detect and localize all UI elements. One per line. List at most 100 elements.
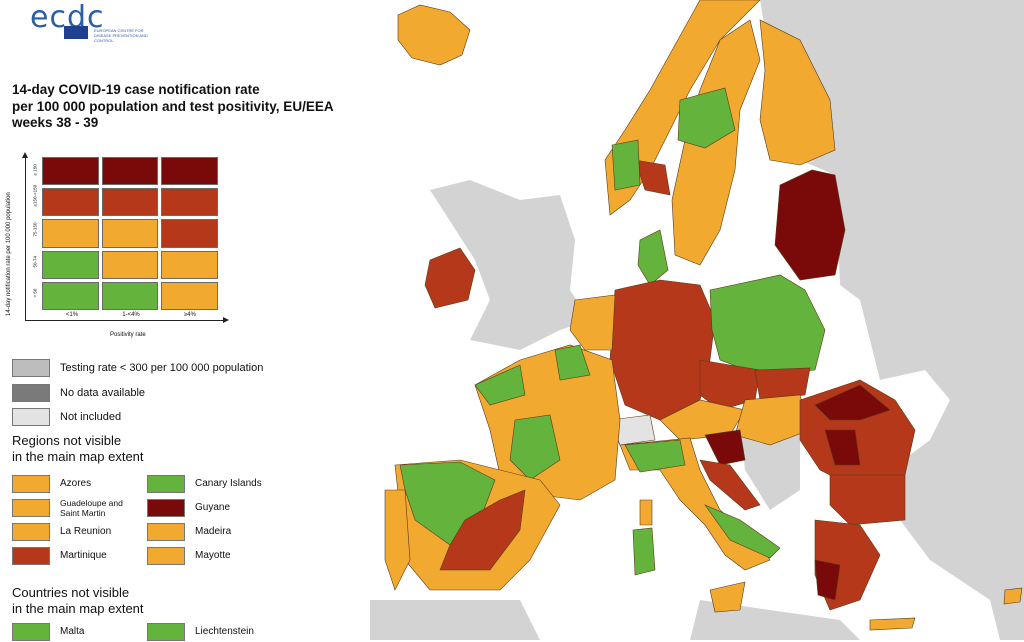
matrix-x-axis-label: Positivity rate — [110, 332, 146, 338]
region-bulgaria — [829, 474, 906, 526]
region-swatch — [12, 523, 50, 541]
region-italy-south — [704, 504, 781, 559]
region-greece-south — [814, 559, 841, 601]
countries-heading-line-2: in the main map extent — [12, 601, 144, 616]
matrix-y-axis-label: 14-day notification rate per 100 000 pop… — [6, 192, 12, 316]
region-poland — [709, 274, 826, 376]
region-item: Guyane — [147, 498, 230, 518]
country-label: Liechtenstein — [195, 626, 254, 637]
matrix-y-tick: < 50 — [32, 289, 38, 298]
region-sardinia — [632, 527, 656, 576]
country-item: Liechtenstein — [147, 622, 254, 642]
map-title: 14-day COVID-19 case notification rate p… — [12, 82, 402, 132]
region-label: Mayotte — [195, 550, 231, 561]
region-france-west — [474, 364, 526, 406]
region-swatch — [147, 547, 185, 565]
legend-not-included: Not included — [12, 407, 121, 427]
region-item: Guadeloupe and Saint Martin — [12, 498, 140, 518]
legend-no-data: No data available — [12, 383, 145, 403]
region-czechia — [699, 359, 761, 411]
region-slovakia — [754, 367, 811, 401]
region-swatch — [147, 475, 185, 493]
region-iceland — [397, 4, 471, 66]
region-item: Madeira — [147, 522, 231, 542]
region-spain-centre — [439, 489, 526, 571]
swatch-dark-grey — [12, 384, 50, 402]
non-eu-land — [370, 0, 1024, 640]
region-france-southwest — [509, 414, 561, 481]
logo-subtitle: EUROPEAN CENTRE FOR DISEASE PREVENTION A… — [94, 28, 148, 43]
matrix-y-tick: 75-150 — [32, 222, 38, 237]
region-romania-west — [824, 429, 861, 466]
region-baltics — [774, 169, 846, 281]
region-label: Canary Islands — [195, 478, 262, 489]
region-item: Mayotte — [147, 546, 231, 566]
countries-heading-line-1: Countries not visible — [12, 585, 130, 600]
matrix-x-tick: ≥4% — [184, 312, 196, 318]
matrix-cell — [101, 188, 159, 217]
region-crete — [869, 617, 916, 631]
region-italy-north — [624, 439, 686, 473]
matrix-cell — [42, 188, 99, 217]
region-sweden-mid — [677, 87, 736, 149]
regions-heading-line-1: Regions not visible — [12, 433, 122, 448]
title-line-3: weeks 38 - 39 — [12, 115, 99, 130]
region-item: Azores — [12, 474, 91, 494]
region-swatch — [12, 547, 50, 565]
countries-heading: Countries not visible in the main map ex… — [12, 585, 144, 617]
region-label: Azores — [60, 478, 92, 489]
legend-not-included-label: Not included — [60, 411, 122, 423]
matrix-cell — [161, 157, 218, 186]
region-norway-west — [611, 139, 641, 191]
region-hungary — [734, 394, 811, 446]
matrix-cell — [42, 219, 99, 248]
legend-matrix — [42, 157, 218, 310]
region-label: Madeira — [195, 526, 232, 537]
matrix-x-tick: 1-<4% — [122, 312, 140, 318]
region-cyprus — [1003, 587, 1023, 605]
regions-heading: Regions not visible in the main map exte… — [12, 433, 144, 465]
region-item: Martinique — [12, 546, 107, 566]
region-swatch — [147, 523, 185, 541]
region-romania-north — [814, 384, 891, 421]
swatch-grey — [12, 359, 50, 377]
region-sicily — [709, 581, 746, 613]
region-swatch — [12, 475, 50, 493]
region-norway-south — [634, 159, 671, 196]
regions-heading-line-2: in the main map extent — [12, 449, 144, 464]
region-croatia — [699, 459, 761, 511]
matrix-cell — [101, 250, 159, 279]
region-germany — [609, 279, 716, 421]
matrix-cell — [101, 281, 159, 310]
country-item: Malta — [12, 622, 84, 642]
region-label: Guyane — [195, 502, 231, 513]
region-ireland — [424, 247, 476, 309]
region-swatch — [147, 499, 185, 517]
matrix-cell — [161, 250, 218, 279]
region-austria — [659, 399, 746, 441]
region-corsica — [639, 499, 653, 526]
matrix-cell — [101, 157, 159, 186]
matrix-y-tick: ≥ 150 — [32, 164, 38, 176]
matrix-y-tick: ≥150-<150 — [32, 184, 38, 207]
title-line-1: 14-day COVID-19 case notification rate — [12, 82, 260, 97]
region-label: La Reunion — [60, 526, 112, 537]
region-swatch — [12, 499, 50, 517]
matrix-y-tick: 50-74 — [32, 255, 38, 268]
legend-testing: Testing rate < 300 per 100 000 populatio… — [12, 358, 263, 378]
region-label: Martinique — [60, 550, 107, 561]
title-line-2: per 100 000 population and test positivi… — [12, 98, 334, 114]
region-france-northeast — [554, 344, 591, 381]
matrix-cell — [42, 281, 99, 310]
region-item: La Reunion — [12, 522, 111, 542]
swatch-light-grey — [12, 408, 50, 426]
matrix-cell — [101, 219, 159, 248]
matrix-cell — [42, 157, 99, 186]
region-label: Guadeloupe and Saint Martin — [60, 498, 123, 518]
country-label: Malta — [60, 626, 85, 637]
legend-no-data-label: No data available — [60, 387, 146, 399]
matrix-cell — [42, 250, 99, 279]
region-item: Canary Islands — [147, 474, 262, 494]
ecdc-logo: ecdc EUROPEAN CENTRE FOR DISEASE PREVENT… — [30, 0, 148, 43]
matrix-cell — [161, 188, 218, 217]
